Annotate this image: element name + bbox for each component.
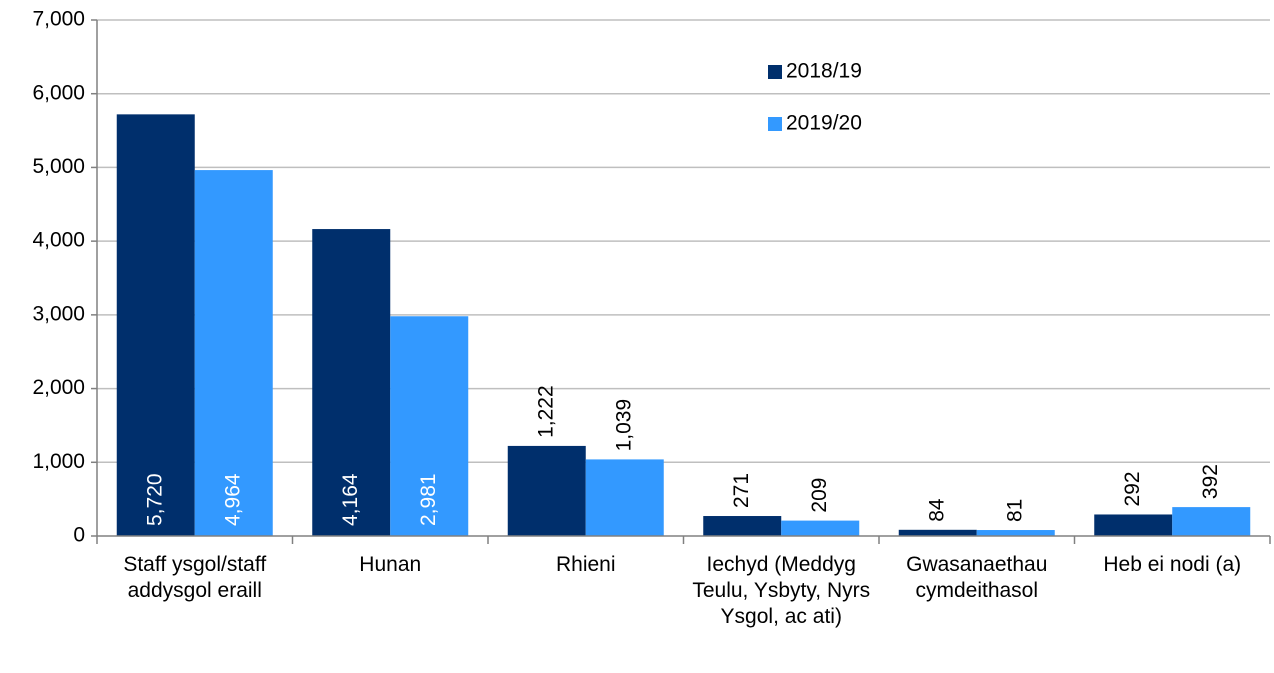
x-tick-label: Staff ysgol/staff addysgol eraill xyxy=(123,553,267,602)
data-label: 209 xyxy=(808,478,831,513)
y-tick-label: 7,000 xyxy=(32,8,85,31)
bar xyxy=(312,229,391,536)
data-label: 292 xyxy=(1121,471,1144,506)
data-label: 2,981 xyxy=(417,473,440,526)
x-tick-label: Hunan xyxy=(359,553,422,576)
data-label: 1,222 xyxy=(534,385,557,438)
y-tick-label: 4,000 xyxy=(32,229,85,252)
bar xyxy=(507,445,586,536)
x-tick-label: Iechyd (Meddyg Teulu, Ysbyty, Nyrs Ysgol… xyxy=(692,553,871,628)
x-tick-label: Gwasanaethau cymdeithasol xyxy=(906,553,1048,602)
data-label: 4,164 xyxy=(339,473,362,526)
data-label: 271 xyxy=(730,473,753,508)
y-tick-label: 2,000 xyxy=(32,376,85,399)
legend-swatch xyxy=(768,65,782,79)
bar xyxy=(898,529,977,536)
legend-swatch xyxy=(768,117,782,131)
data-label: 5,720 xyxy=(143,473,166,526)
data-label: 1,039 xyxy=(612,399,635,452)
x-tick-label: Heb ei nodi (a) xyxy=(1103,553,1242,576)
bar xyxy=(194,170,273,537)
bar xyxy=(585,459,664,536)
legend-label: 2018/19 xyxy=(786,60,862,83)
bar xyxy=(390,316,469,536)
y-tick-label: 5,000 xyxy=(32,155,85,178)
y-tick-label: 6,000 xyxy=(32,81,85,104)
data-label: 392 xyxy=(1199,464,1222,499)
x-tick-label: Rhieni xyxy=(555,553,616,576)
bar xyxy=(781,520,860,536)
data-label: 4,964 xyxy=(221,473,244,526)
data-label: 81 xyxy=(1003,499,1026,522)
bar xyxy=(703,516,782,536)
bar xyxy=(116,114,195,537)
y-tick-label: 0 xyxy=(73,524,85,547)
data-label: 84 xyxy=(925,498,948,522)
bar xyxy=(1094,514,1173,536)
y-tick-label: 3,000 xyxy=(32,302,85,325)
legend-label: 2019/20 xyxy=(786,112,862,135)
bar xyxy=(1172,507,1251,536)
bar xyxy=(976,530,1055,536)
y-tick-label: 1,000 xyxy=(32,450,85,473)
